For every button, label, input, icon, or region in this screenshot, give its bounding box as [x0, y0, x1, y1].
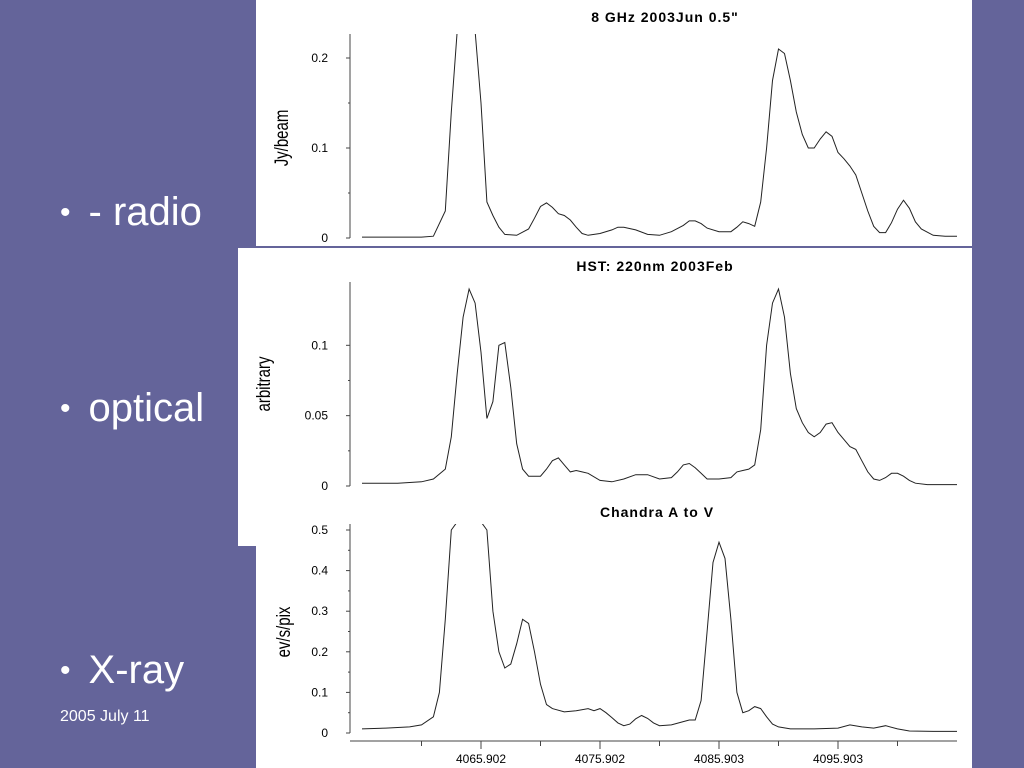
bullet-label: optical — [88, 386, 205, 430]
chart-title: HST: 220nm 2003Feb — [576, 258, 733, 274]
y-axis-label: arbitrary — [252, 356, 274, 411]
x-tick-label-secondary: 4177.813 — [813, 766, 863, 768]
y-tick-label: 0.3 — [311, 604, 328, 618]
y-tick-label: 0.1 — [311, 338, 328, 352]
chart-title: 8 GHz 2003Jun 0.5" — [591, 9, 739, 25]
bullet-dot-icon: • — [60, 391, 71, 425]
radio-plot-panel — [256, 0, 972, 246]
radio-chart: 8 GHz 2003Jun 0.5" 0 0.1 0.2 Jy/beam — [270, 9, 957, 245]
bullet-xray: • X-ray — [60, 648, 184, 693]
y-tick-label: 0.4 — [311, 564, 328, 578]
xray-plot-panel — [256, 490, 972, 768]
optical-chart: HST: 220nm 2003Feb 0 0.05 0.1 arbitrary — [252, 258, 957, 493]
slide-footer-date: 2005 July 11 — [60, 708, 150, 725]
x-tick-label-secondary: 4166.950 — [456, 766, 506, 768]
y-axis-label: Jy/beam — [270, 110, 292, 167]
x-tick-label: 4075.902 — [575, 752, 625, 766]
spectrum-line — [362, 34, 957, 238]
x-tick-label: 4065.902 — [456, 752, 506, 766]
spectrum-line — [361, 524, 957, 732]
y-tick-label: 0.1 — [311, 685, 328, 699]
y-tick-label: 0.05 — [305, 409, 329, 423]
spectrum-line — [362, 287, 957, 486]
y-tick-label: 0.1 — [311, 141, 328, 155]
y-tick-label: 0 — [321, 479, 328, 493]
bullet-dot-icon: • — [60, 653, 71, 687]
bullet-dot-icon: • — [60, 195, 71, 229]
bullet-label: X-ray — [88, 648, 185, 692]
bullet-radio: • - radio — [60, 190, 202, 235]
bullet-label: - radio — [88, 190, 202, 234]
y-axis-label: ev/s/pix — [272, 606, 294, 657]
y-tick-label: 0 — [321, 231, 328, 245]
y-tick-label: 0.5 — [311, 523, 328, 537]
x-tick-label-secondary: 4174.192 — [694, 766, 744, 768]
y-tick-label: 0.2 — [311, 645, 328, 659]
chart-title: Chandra A to V — [600, 504, 714, 520]
x-tick-label: 4085.903 — [694, 752, 744, 766]
bullet-optical: • optical — [60, 386, 204, 431]
xray-chart: Chandra A to V 0 0.1 0.2 0.3 0.4 0.5 ev/s/pix 40… — [272, 504, 957, 768]
x-tick-label-secondary: 4170.571 — [575, 766, 625, 768]
y-tick-label: 0 — [321, 726, 328, 740]
x-tick-label: 4095.903 — [813, 752, 863, 766]
y-tick-label: 0.2 — [311, 51, 328, 65]
